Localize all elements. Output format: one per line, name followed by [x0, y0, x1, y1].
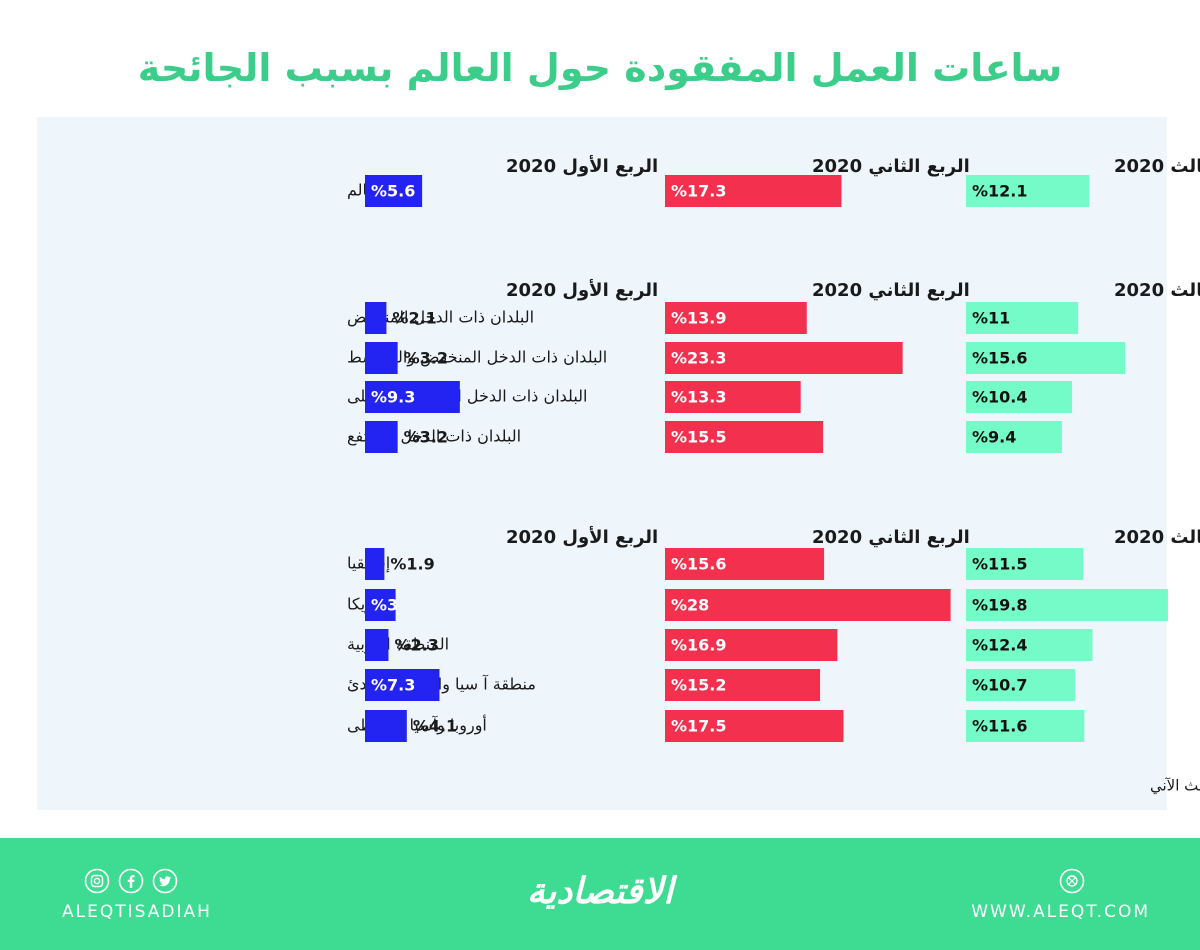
bar [365, 669, 440, 701]
bar [365, 175, 423, 207]
page-title: ساعات العمل المفقودة حول العالم بسبب الج… [137, 46, 1063, 90]
bar-value-label: %10.7 [972, 676, 1028, 695]
bar [665, 629, 838, 661]
bar [966, 421, 1062, 453]
bar [665, 175, 842, 207]
bar-value-label: %13.9 [671, 309, 727, 328]
bar [966, 302, 1079, 334]
bar [966, 669, 1076, 701]
bar-value-label: %11.5 [972, 555, 1028, 574]
bar [966, 548, 1084, 580]
chart-svg: الربع الأول 2020 الربع الثاني 2020 الربع ا… [347, 155, 1200, 796]
bar [966, 589, 1168, 621]
bar [665, 589, 951, 621]
category-label: البلدان ذات الدخل المنخفض [347, 308, 534, 328]
quarter-header: الربع الأول 2020 [506, 526, 658, 548]
bar-value-label: %7.3 [371, 676, 415, 695]
quarter-header: الربع الثالث 2020 [1114, 280, 1200, 301]
bar-value-label: %2.1 [392, 309, 436, 328]
bar-value-label: %16.9 [671, 636, 727, 655]
bar-value-label: %15.6 [671, 555, 727, 574]
bar [966, 342, 1126, 374]
bar-value-label: %28 [671, 596, 709, 615]
instagram-icon[interactable] [84, 868, 110, 894]
bar-value-label: %4.1 [413, 717, 457, 736]
bar [365, 342, 398, 374]
bar [665, 302, 807, 334]
bar-value-label: %19.8 [972, 596, 1028, 615]
bar-value-label: %11 [972, 309, 1010, 328]
brand-logo: الاقتصادية [526, 871, 674, 912]
bar [966, 629, 1093, 661]
quarter-header: الربع الثاني 2020 [812, 156, 970, 177]
bar-value-label: %11.6 [972, 717, 1028, 736]
facebook-icon[interactable] [118, 868, 144, 894]
quarter-header: الربع الثالث 2020 [1114, 527, 1200, 548]
bar-value-label: %15.6 [972, 349, 1028, 368]
bar [365, 548, 385, 580]
bar-value-label: %17.5 [671, 717, 727, 736]
quarter-header: الربع الأول 2020 [506, 155, 658, 177]
bar-value-label: %10.4 [972, 388, 1028, 407]
category-label: البلدان ذات الدخل المنخفض والمتوسط [347, 348, 607, 368]
quarter-header: الربع الثاني 2020 [812, 280, 970, 301]
bar-value-label: %17.3 [671, 182, 727, 201]
bar-value-label: %23.3 [671, 349, 727, 368]
bar-value-label: %3 [371, 596, 398, 615]
bar [365, 302, 387, 334]
bar-value-label: %12.4 [972, 636, 1028, 655]
bar-value-label: %1.9 [390, 555, 434, 574]
quarter-header: الربع الأول 2020 [506, 279, 658, 301]
twitter-icon[interactable] [152, 868, 178, 894]
source-note: المصدر: نموذج منظمة العمل الدولية للبث ا… [1150, 777, 1200, 796]
web-icon[interactable] [1059, 868, 1085, 894]
bar-value-label: %3.2 [404, 349, 448, 368]
quarter-header: الربع الثالث 2020 [1114, 156, 1200, 177]
bar [665, 342, 903, 374]
bar [966, 381, 1073, 413]
bar [665, 381, 801, 413]
bar-value-label: %2.3 [394, 636, 438, 655]
bar [665, 710, 844, 742]
bar [365, 421, 398, 453]
bar-value-label: %9.4 [972, 428, 1016, 447]
bar [966, 710, 1085, 742]
bar [365, 710, 407, 742]
social-handle: ALEQTISADIAH [62, 902, 212, 922]
bar [365, 589, 396, 621]
bar-value-label: %5.6 [371, 182, 415, 201]
bar [665, 548, 825, 580]
bar-value-label: %15.5 [671, 428, 727, 447]
bar-value-label: %3.2 [404, 428, 448, 447]
website-url[interactable]: WWW.ALEQT.COM [971, 902, 1150, 922]
bar-value-label: %13.3 [671, 388, 727, 407]
bar [665, 669, 821, 701]
bar-value-label: %9.3 [371, 388, 415, 407]
bar [365, 381, 460, 413]
bar [966, 175, 1090, 207]
quarter-header: الربع الثاني 2020 [812, 527, 970, 548]
bar-value-label: %12.1 [972, 182, 1028, 201]
bar [365, 629, 389, 661]
footer-bar: الاقتصادية ALEQTISADIAH WWW.ALEQT.COM [0, 838, 1200, 950]
bar-value-label: %15.2 [671, 676, 727, 695]
bar [665, 421, 824, 453]
